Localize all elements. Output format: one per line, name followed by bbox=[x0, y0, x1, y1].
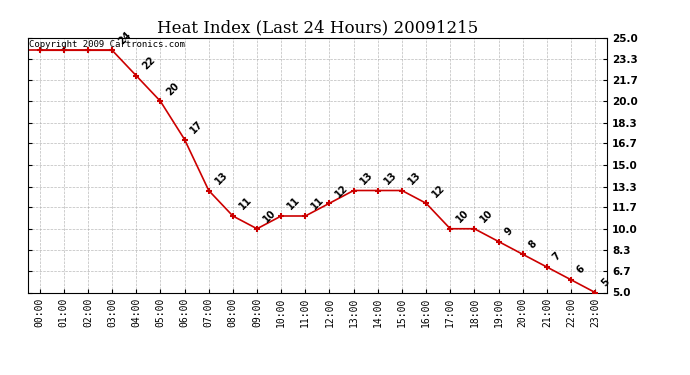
Text: Copyright 2009 Cartronics.com: Copyright 2009 Cartronics.com bbox=[29, 40, 185, 49]
Text: 13: 13 bbox=[382, 170, 399, 186]
Text: 10: 10 bbox=[479, 208, 495, 225]
Text: 12: 12 bbox=[334, 183, 351, 199]
Text: 9: 9 bbox=[503, 225, 515, 237]
Text: 20: 20 bbox=[165, 81, 181, 97]
Text: 12: 12 bbox=[431, 183, 447, 199]
Text: 24: 24 bbox=[117, 30, 133, 46]
Title: Heat Index (Last 24 Hours) 20091215: Heat Index (Last 24 Hours) 20091215 bbox=[157, 19, 478, 36]
Text: 10: 10 bbox=[262, 208, 278, 225]
Text: 13: 13 bbox=[406, 170, 423, 186]
Text: 11: 11 bbox=[310, 195, 326, 212]
Text: 13: 13 bbox=[358, 170, 375, 186]
Text: 6: 6 bbox=[575, 264, 587, 276]
Text: 7: 7 bbox=[551, 251, 563, 263]
Text: 17: 17 bbox=[189, 119, 206, 135]
Text: 11: 11 bbox=[286, 195, 302, 212]
Text: 5: 5 bbox=[600, 276, 611, 288]
Text: 11: 11 bbox=[237, 195, 254, 212]
Text: 13: 13 bbox=[213, 170, 230, 186]
Text: 10: 10 bbox=[455, 208, 471, 225]
Text: 22: 22 bbox=[141, 55, 157, 72]
Text: 8: 8 bbox=[527, 238, 539, 250]
